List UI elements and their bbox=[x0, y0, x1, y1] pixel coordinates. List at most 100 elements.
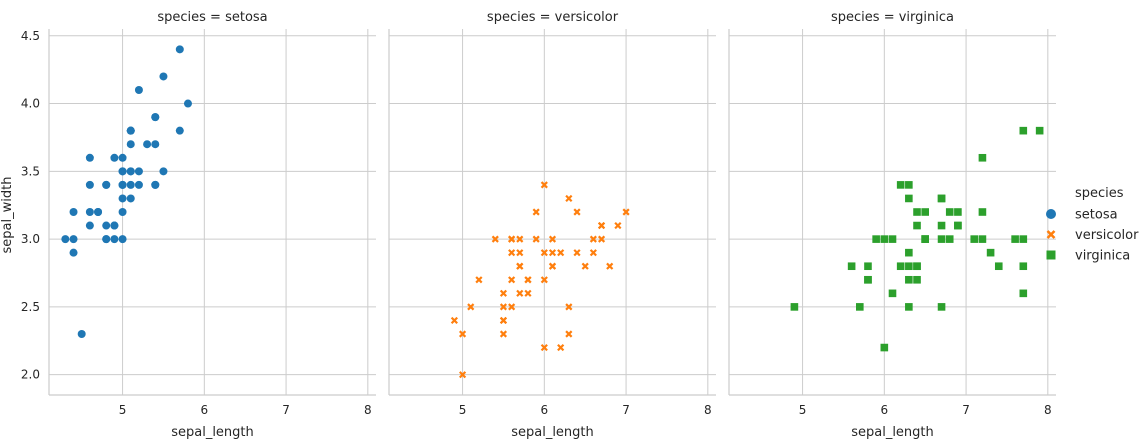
data-point-virginica bbox=[880, 235, 889, 243]
data-point-setosa bbox=[110, 235, 119, 244]
x-tick-label: 5 bbox=[119, 403, 127, 417]
data-point-setosa bbox=[102, 221, 111, 230]
data-point-setosa bbox=[134, 167, 143, 176]
data-point-setosa bbox=[69, 235, 78, 244]
data-point-versicolor bbox=[589, 235, 597, 243]
data-point-setosa bbox=[102, 180, 111, 189]
data-point-versicolor bbox=[565, 330, 573, 338]
data-point-virginica bbox=[847, 262, 856, 271]
versicolor-legend-marker bbox=[1046, 230, 1056, 239]
data-point-virginica bbox=[872, 235, 880, 243]
data-point-virginica bbox=[1019, 289, 1028, 298]
data-point-versicolor bbox=[548, 249, 557, 257]
data-point-virginica bbox=[905, 303, 913, 311]
data-point-setosa bbox=[85, 180, 94, 189]
panel-title: species = virginica bbox=[831, 10, 954, 25]
data-point-versicolor bbox=[597, 235, 606, 243]
data-point-versicolor bbox=[458, 371, 467, 379]
y-tick-label: 4.5 bbox=[21, 29, 40, 43]
x-axis-label: sepal_length bbox=[171, 425, 254, 440]
data-point-versicolor bbox=[467, 303, 475, 311]
data-point-versicolor bbox=[589, 249, 597, 257]
data-point-versicolor bbox=[516, 289, 524, 297]
data-point-virginica bbox=[986, 248, 995, 257]
data-point-versicolor bbox=[597, 221, 606, 230]
data-point-versicolor bbox=[499, 316, 508, 325]
data-point-setosa bbox=[77, 330, 86, 338]
data-point-virginica bbox=[978, 153, 987, 162]
y-tick-label: 2.0 bbox=[21, 368, 40, 382]
data-point-versicolor bbox=[508, 235, 516, 243]
data-point-virginica bbox=[954, 221, 962, 230]
x-tick-label: 6 bbox=[201, 403, 209, 417]
y-tick-label: 3.0 bbox=[21, 232, 40, 246]
data-point-setosa bbox=[183, 99, 192, 108]
data-point-versicolor bbox=[508, 276, 516, 284]
data-point-versicolor bbox=[516, 249, 524, 257]
data-point-setosa bbox=[118, 167, 127, 176]
data-point-setosa bbox=[151, 140, 160, 149]
data-point-setosa bbox=[126, 180, 135, 189]
data-point-virginica bbox=[896, 181, 905, 189]
data-point-versicolor bbox=[475, 276, 483, 284]
data-point-virginica bbox=[978, 208, 987, 216]
data-point-versicolor bbox=[557, 249, 565, 257]
data-point-setosa bbox=[143, 140, 152, 149]
y-tick-label: 2.5 bbox=[21, 300, 40, 314]
data-point-setosa bbox=[85, 153, 94, 162]
data-point-setosa bbox=[175, 126, 184, 135]
data-point-versicolor bbox=[458, 330, 467, 338]
data-point-setosa bbox=[69, 208, 78, 216]
data-point-versicolor bbox=[499, 330, 508, 338]
data-point-versicolor bbox=[581, 262, 589, 270]
x-tick-label: 7 bbox=[962, 403, 970, 417]
data-point-virginica bbox=[1035, 126, 1044, 135]
data-point-setosa bbox=[151, 180, 160, 189]
data-point-versicolor bbox=[524, 289, 532, 297]
data-point-setosa bbox=[134, 86, 143, 94]
data-point-versicolor bbox=[524, 276, 532, 284]
data-point-versicolor bbox=[548, 262, 557, 270]
data-point-versicolor bbox=[557, 343, 565, 352]
data-point-virginica bbox=[937, 194, 946, 203]
data-point-versicolor bbox=[491, 235, 499, 243]
data-point-versicolor bbox=[532, 235, 540, 243]
x-axis-label: sepal_length bbox=[511, 425, 594, 440]
data-point-virginica bbox=[905, 248, 913, 257]
data-point-versicolor bbox=[508, 249, 516, 257]
data-point-versicolor bbox=[548, 235, 557, 243]
data-point-virginica bbox=[1019, 235, 1028, 243]
x-tick-label: 7 bbox=[622, 403, 630, 417]
setosa-legend-marker bbox=[1046, 209, 1056, 219]
x-tick-label: 8 bbox=[1044, 403, 1052, 417]
legend-label-virginica: virginica bbox=[1075, 249, 1130, 264]
data-point-setosa bbox=[118, 194, 127, 203]
virginica-legend-marker bbox=[1046, 250, 1056, 260]
data-point-setosa bbox=[69, 248, 78, 257]
x-tick-label: 8 bbox=[704, 403, 712, 417]
x-axis-label: sepal_length bbox=[851, 425, 934, 440]
facet-panel-versicolor: 5 6 7 8 species = versicolor sepal_length bbox=[388, 10, 716, 440]
data-point-virginica bbox=[864, 262, 872, 271]
y-axis-label: sepal_width bbox=[0, 177, 15, 254]
data-point-virginica bbox=[905, 262, 913, 271]
data-point-virginica bbox=[954, 208, 962, 216]
data-point-virginica bbox=[921, 235, 929, 243]
data-point-virginica bbox=[1011, 235, 1019, 243]
data-point-virginica bbox=[888, 289, 897, 298]
panel-title: species = versicolor bbox=[487, 10, 619, 25]
legend-label-setosa: setosa bbox=[1075, 208, 1118, 223]
data-point-virginica bbox=[1019, 126, 1028, 135]
data-point-setosa bbox=[175, 45, 184, 54]
data-point-setosa bbox=[126, 126, 135, 135]
x-tick-label: 6 bbox=[541, 403, 549, 417]
data-point-versicolor bbox=[540, 249, 548, 257]
data-point-setosa bbox=[85, 208, 94, 216]
data-point-virginica bbox=[937, 221, 946, 230]
data-point-virginica bbox=[994, 262, 1003, 271]
data-point-setosa bbox=[61, 235, 70, 244]
data-point-virginica bbox=[905, 181, 913, 189]
data-point-virginica bbox=[856, 303, 864, 311]
data-point-setosa bbox=[151, 113, 160, 122]
data-point-versicolor bbox=[516, 235, 524, 243]
